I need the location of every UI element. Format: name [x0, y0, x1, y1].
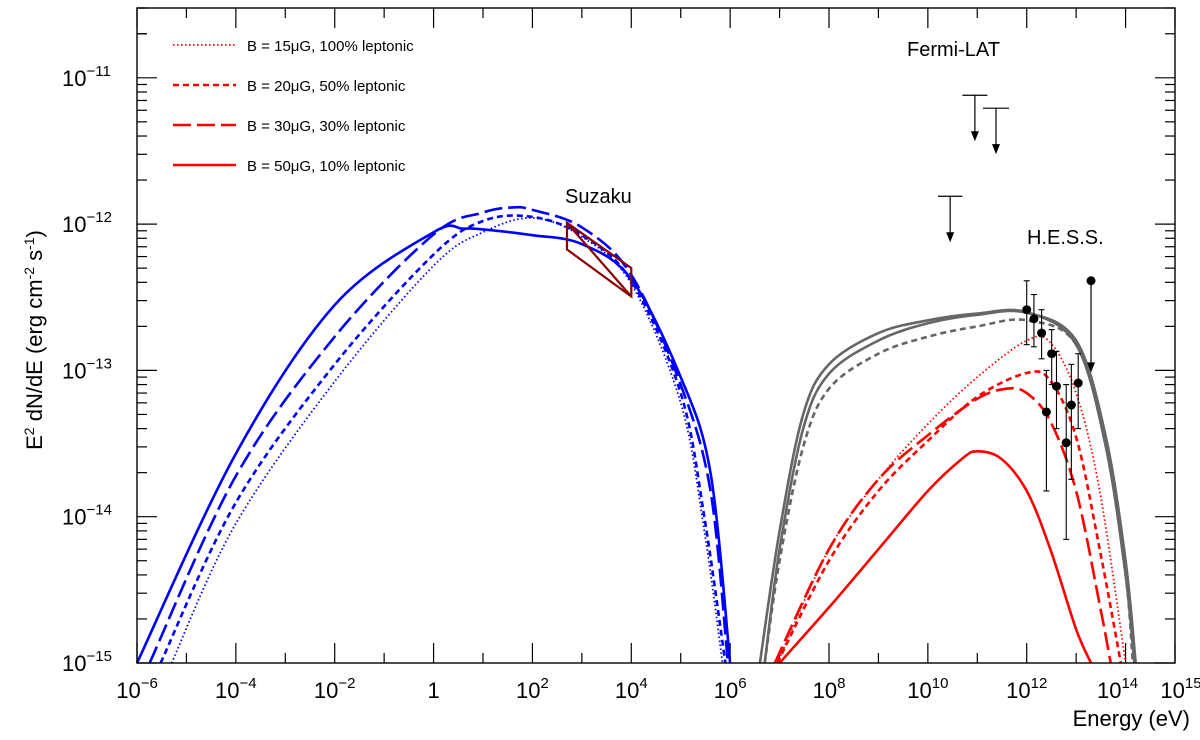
hess-point-7 — [1061, 438, 1071, 448]
hess-point-4 — [1047, 349, 1057, 359]
series-line-8 — [778, 449, 1093, 664]
x-tick-label: 102 — [516, 675, 549, 703]
suzaku-bowtie — [565, 220, 633, 299]
marker-layer — [565, 94, 1096, 540]
hess-point-3 — [1037, 328, 1047, 338]
y-tick-label: 10−12 — [62, 209, 112, 237]
series-line-1 — [170, 217, 724, 664]
legend-label-3: B = 30μG, 30% leptonic — [247, 118, 406, 135]
x-tick-label: 104 — [615, 675, 648, 703]
hess-point-1 — [1022, 305, 1032, 315]
y-tick-label: 10−14 — [62, 502, 112, 530]
tick-labels: 10−6 10−4 10−2 1 102 104 106 108 1010 1012 1014 101… — [62, 63, 1200, 703]
x-tick-label: 106 — [714, 675, 747, 703]
series-line-4 — [135, 224, 732, 664]
hess-point-6 — [1041, 407, 1051, 417]
hess-ul-arrowhead — [1087, 362, 1096, 373]
hess-point-2 — [1029, 314, 1039, 324]
fermi-ul-arrowhead — [946, 232, 955, 243]
legend-label-4: B = 50μG, 10% leptonic — [247, 158, 406, 175]
x-tick-label: 10−4 — [215, 675, 257, 703]
x-tick-label: 1010 — [907, 675, 948, 703]
x-tick-label: 10−6 — [116, 675, 158, 703]
x-tick-label: 1015 — [1160, 675, 1200, 703]
series-line-7 — [773, 386, 1112, 664]
hess-point-5 — [1051, 381, 1061, 391]
fermi-ul-arrowhead — [970, 131, 979, 142]
x-tick-label: 1012 — [1006, 675, 1047, 703]
x-axis-title: Energy (eV) — [1073, 706, 1190, 731]
hess-label: H.E.S.S. — [1027, 227, 1104, 249]
y-axis-title: E2 dN/dE (erg cm-2 s-1) — [21, 230, 47, 450]
series-line-2 — [159, 214, 727, 664]
legend-label-2: B = 20μG, 50% leptonic — [247, 78, 406, 95]
hess-point-9 — [1073, 378, 1083, 388]
fermi-ul-arrowhead — [992, 144, 1001, 155]
y-tick-label: 10−13 — [62, 355, 112, 383]
series-line-6 — [776, 370, 1123, 664]
fermi-lat-label: Fermi-LAT — [907, 39, 1000, 61]
series-layer — [135, 205, 1137, 664]
x-tick-label: 1 — [427, 678, 439, 703]
plot-frame — [136, 7, 1176, 664]
series-line-3 — [148, 205, 730, 664]
suzaku-label: Suzaku — [565, 186, 632, 208]
y-tick-label: 10−11 — [62, 63, 111, 91]
series-line-11 — [763, 318, 1135, 664]
x-tick-label: 108 — [813, 675, 846, 703]
hess-point-8 — [1066, 400, 1076, 410]
x-tick-label: 10−2 — [314, 675, 356, 703]
legend: B = 15μG, 100% leptonic B = 20μG, 50% le… — [173, 38, 414, 175]
series-line-10 — [763, 309, 1137, 664]
legend-label-1: B = 15μG, 100% leptonic — [247, 38, 414, 55]
x-tick-label: 1014 — [1097, 675, 1138, 703]
y-tick-label: 10−15 — [62, 648, 112, 676]
suzaku-bowtie-diag — [566, 222, 633, 298]
